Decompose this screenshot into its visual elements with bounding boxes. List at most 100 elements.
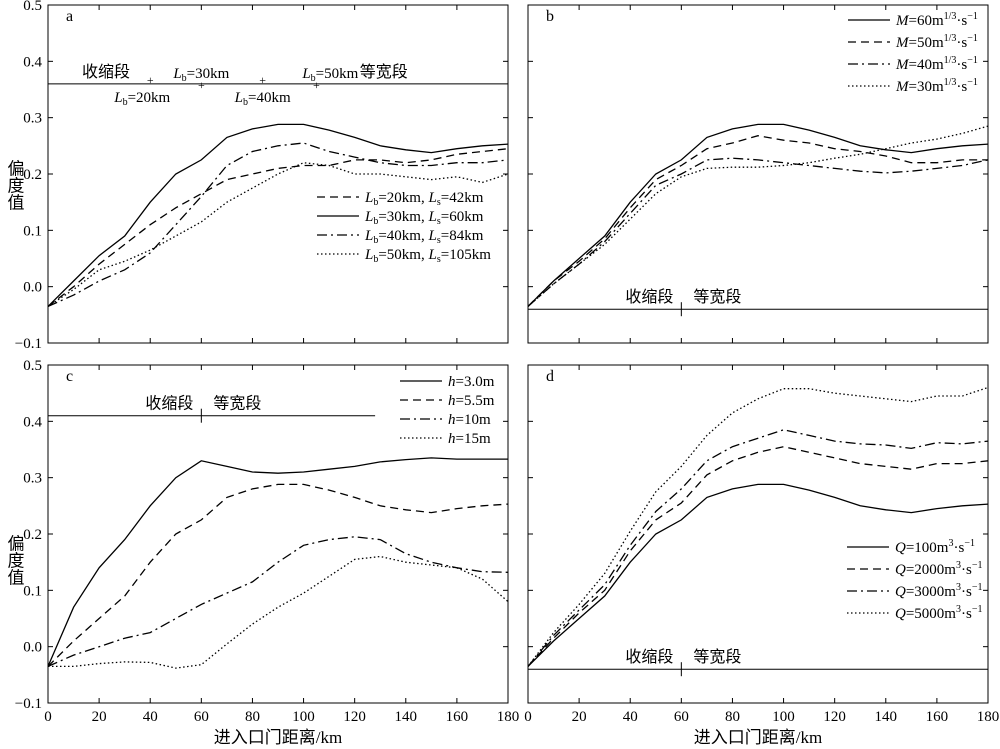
x-tick-label: 140	[395, 709, 418, 725]
legend-unit: ·s	[961, 584, 972, 600]
legend-symbol: Q	[895, 584, 906, 600]
series-line	[47, 142, 509, 307]
y-tick-label: 0.4	[23, 414, 42, 430]
y-tick-label: 0.2	[23, 527, 42, 543]
legend-value: =20km,	[378, 190, 428, 206]
legend-entry: h=15m	[448, 431, 491, 447]
series-line	[527, 483, 989, 667]
panel-label: b	[546, 8, 554, 25]
y-tick-label: −0.1	[15, 696, 42, 712]
x-tick-label: 120	[343, 709, 366, 725]
legend-symbol: Q	[895, 606, 906, 622]
y-tick-label: 0.4	[23, 54, 42, 70]
section-label-left: 收缩段	[145, 395, 193, 413]
legend-symbol: L	[364, 209, 373, 225]
legend-value: =100m	[906, 540, 949, 556]
section-label-right: 等宽段	[693, 288, 741, 306]
lb-marker-tick: +	[313, 78, 320, 92]
y-tick-label: 0.1	[23, 223, 42, 239]
section-label-left: 收缩段	[82, 63, 130, 81]
legend-superscript: 1/3	[944, 55, 957, 66]
x-tick-label: 180	[977, 709, 1000, 725]
legend-symbol: L	[364, 190, 373, 206]
lb-value: =50km	[316, 66, 359, 82]
legend-superscript: −1	[972, 582, 983, 593]
legend-entry: M=60m1/3·s−1	[895, 11, 978, 29]
legend-value: =105km	[441, 247, 491, 263]
legend-symbol: L	[364, 228, 373, 244]
panel-frame-a	[47, 4, 509, 344]
legend-value: =15m	[456, 431, 491, 447]
y-tick-label: 0.0	[23, 280, 42, 296]
y-tick-label: 0.1	[23, 583, 42, 599]
legend-value: =84km	[441, 228, 484, 244]
x-tick-label: 0	[44, 709, 52, 725]
legend-symbol: h	[448, 393, 456, 409]
legend-entry: Q=100m3·s−1	[895, 538, 975, 556]
legend-superscript: −1	[972, 604, 983, 615]
legend-symbol: L	[427, 190, 436, 206]
legend-value: =40m	[909, 57, 944, 73]
series-line	[527, 429, 989, 667]
lb-marker-label: Lb=30km	[172, 66, 229, 84]
x-tick-label: 20	[92, 709, 107, 725]
section-label-left: 收缩段	[625, 288, 673, 306]
legend-value: =5000m	[906, 606, 956, 622]
legend-value: =40km,	[378, 228, 428, 244]
y-tick-label: 0.5	[23, 0, 42, 14]
panel-label: c	[66, 368, 73, 385]
series-line	[47, 162, 509, 307]
legend-symbol: Q	[895, 562, 906, 578]
legend-superscript: 3	[956, 560, 961, 571]
section-label-right: 等宽段	[360, 63, 408, 81]
legend-entry: Lb=40km, Ls=84km	[364, 228, 484, 246]
legend-subscript: s	[437, 254, 441, 265]
legend-subscript: b	[373, 197, 378, 208]
panel-label: d	[546, 368, 554, 385]
legend-superscript: 1/3	[944, 11, 957, 22]
lb-marker-label: Lb=20km	[113, 90, 170, 108]
legend-value: =60m	[909, 13, 944, 29]
lb-symbol: L	[234, 90, 243, 106]
series-line	[527, 125, 989, 307]
legend-symbol: h	[448, 431, 456, 447]
legend-symbol: M	[895, 79, 910, 95]
series-line	[47, 536, 509, 667]
legend-entry: M=40m1/3·s−1	[895, 55, 978, 73]
lb-symbol: L	[172, 66, 181, 82]
legend-superscript: 3	[956, 582, 961, 593]
y-axis-label-top: 偏度值	[5, 159, 25, 210]
legend-superscript: 3	[948, 538, 953, 549]
lb-symbol: L	[113, 90, 122, 106]
series-line	[527, 157, 989, 307]
legend-unit: ·s	[956, 57, 967, 73]
panel-frame-b	[527, 4, 989, 344]
legend-value: =5.5m	[456, 393, 495, 409]
legend-superscript: −1	[967, 55, 978, 66]
legend-entry: Q=2000m3·s−1	[895, 560, 982, 578]
series-line	[527, 446, 989, 667]
legend-entry: Q=3000m3·s−1	[895, 582, 982, 600]
legend-symbol: L	[427, 209, 436, 225]
legend-unit: ·s	[956, 79, 967, 95]
legend-value: =60km	[441, 209, 484, 225]
panel-c: −0.1 0.0 0.1 0.2 0.3 0.4 0.5 0 20 40 60 80 100 120 140…	[15, 358, 519, 725]
series-line	[527, 386, 989, 667]
legend-superscript: 1/3	[944, 33, 957, 44]
legend-unit: ·s	[953, 540, 964, 556]
section-label-right: 等宽段	[693, 648, 741, 666]
legend-symbol: L	[364, 247, 373, 263]
legend-superscript: −1	[972, 560, 983, 571]
series-line	[47, 457, 508, 667]
x-tick-label: 80	[725, 709, 740, 725]
series-line	[527, 123, 989, 307]
legend-value: =3.0m	[456, 374, 495, 390]
legend-subscript: b	[373, 235, 378, 246]
legend-unit: ·s	[961, 562, 972, 578]
legend-symbol: h	[448, 412, 456, 428]
section-label-left: 收缩段	[625, 648, 673, 666]
legend-value: =2000m	[906, 562, 956, 578]
